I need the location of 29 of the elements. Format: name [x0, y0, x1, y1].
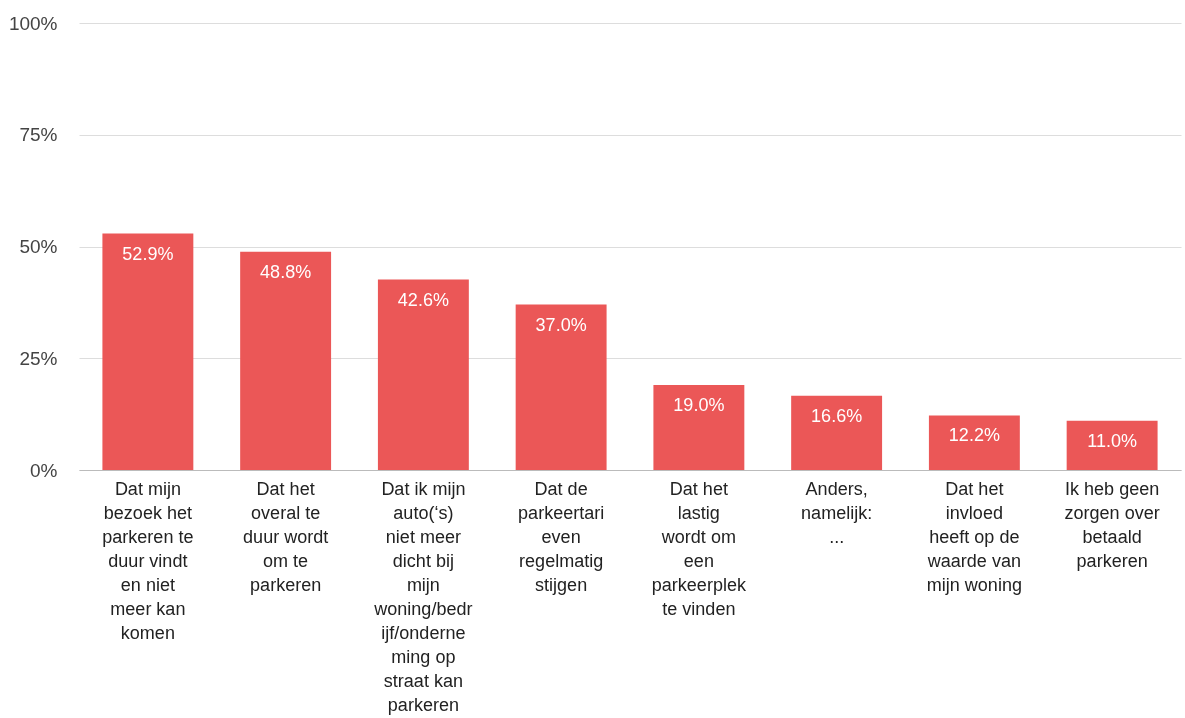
bar: [653, 385, 745, 470]
y-tick-label: 75%: [19, 124, 58, 146]
y-tick-label: 25%: [19, 347, 58, 369]
x-tick-label: Ik heb geen zorgen over betaald parkeren: [1064, 478, 1160, 571]
bar: [377, 279, 469, 470]
y-tick-label: 100%: [8, 12, 58, 34]
data-label: 19.0%: [673, 395, 725, 416]
bar: [791, 395, 883, 470]
x-tick-label: Anders, namelijk: ...: [801, 478, 873, 547]
category-label: Dat ik mijn auto(‘s) niet meer dicht bij mijn woning/bedrijf/onderneming op straat kan parkeren: [374, 478, 473, 715]
y-tick-label: 50%: [19, 236, 58, 257]
data-label: 52.9%: [122, 243, 174, 264]
data-label: 16.6%: [811, 405, 863, 426]
data-label: 37.0%: [535, 314, 587, 335]
data-label: 11.0%: [1087, 430, 1137, 451]
x-tick-label: Dat mijn bezoek het parkeren te duur vindt en niet meer kan komen: [102, 478, 194, 643]
bar: [1066, 420, 1158, 470]
data-label: 42.6%: [397, 289, 449, 310]
x-tick-label: Dat het overal te duur wordt om te parkeren: [243, 478, 329, 595]
bar: [102, 233, 194, 470]
x-tick-label: Dat de parkeertarieven regelmatig stijgen: [518, 478, 605, 595]
bar: [515, 304, 607, 470]
data-label: 12.2%: [948, 425, 1000, 446]
bar: [240, 251, 332, 470]
x-tick-label: Dat het lastig wordt om een parkeerplek te vinden: [651, 478, 747, 619]
bar: [928, 415, 1020, 470]
x-tick-label: Dat het invloed heeft op de waarde van mijn woning: [926, 478, 1022, 595]
data-label: 48.8%: [260, 261, 312, 282]
y-tick-label: 0%: [30, 459, 58, 481]
